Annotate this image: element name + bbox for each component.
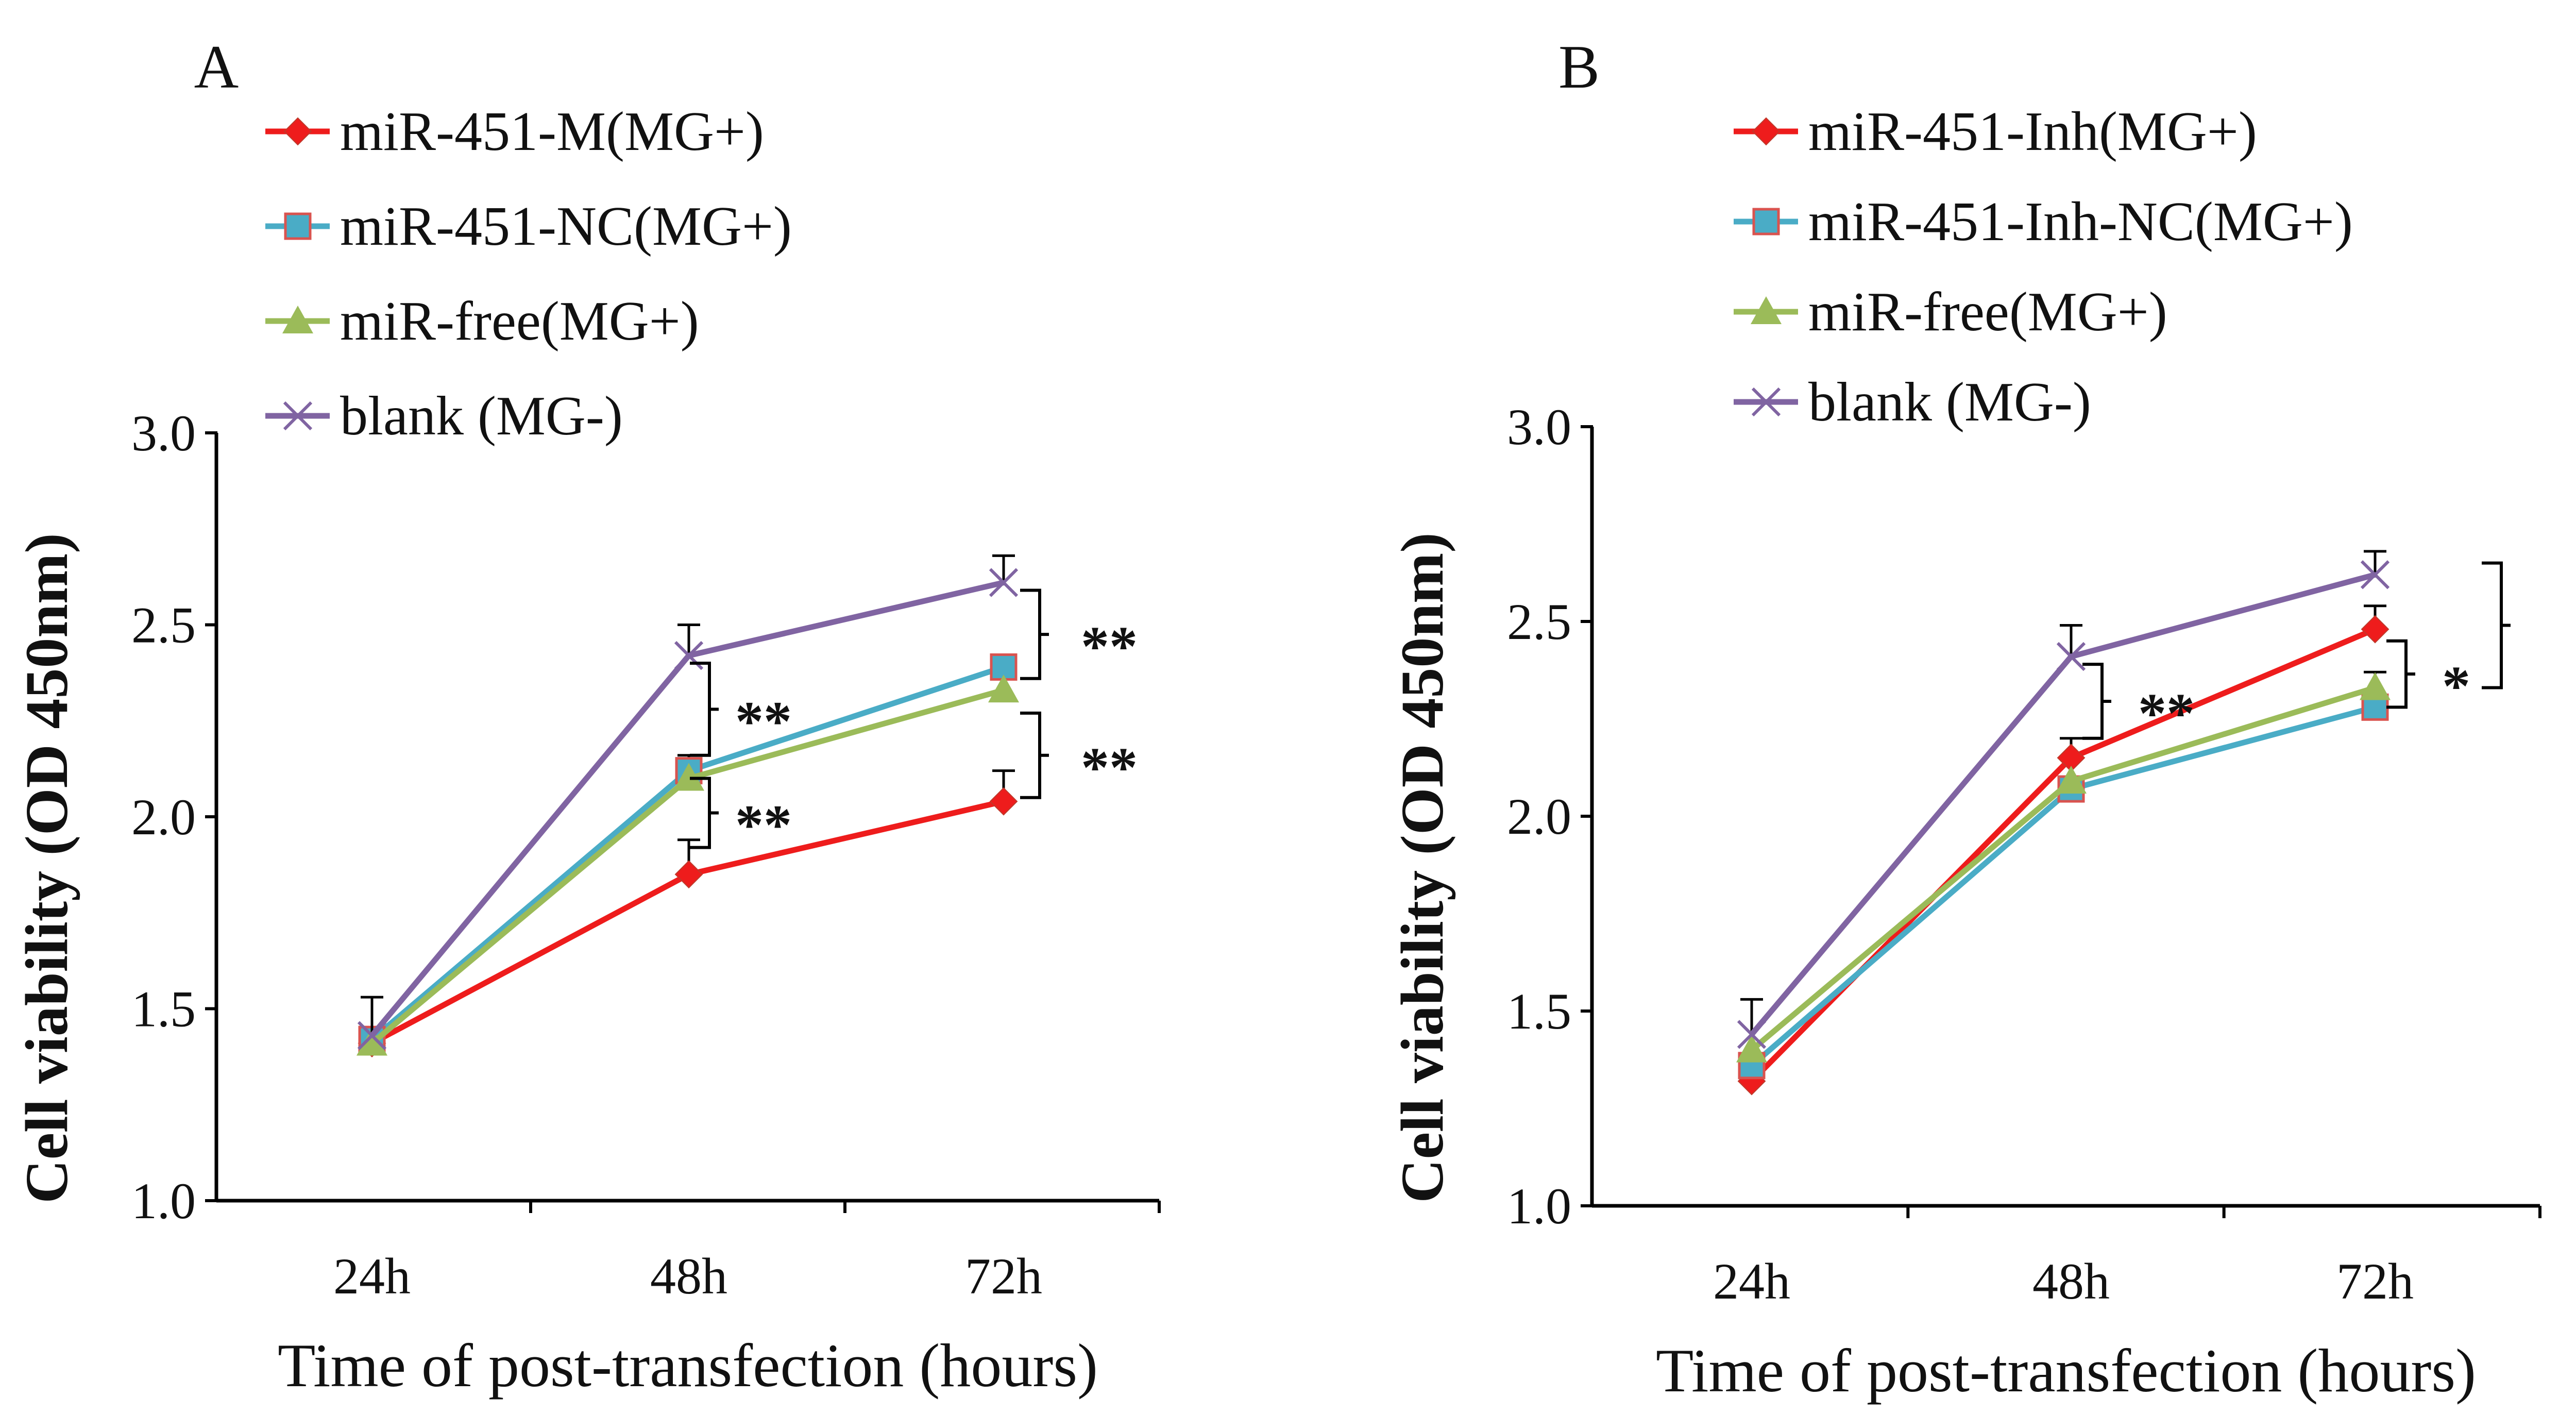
y-tick-label: 2.5 bbox=[1507, 593, 1571, 650]
data-point bbox=[673, 763, 704, 791]
x-tick-label: 24h bbox=[333, 1248, 411, 1305]
legend-label: miR-451-Inh(MG+) bbox=[1808, 101, 2257, 162]
significance-label: ** bbox=[1081, 615, 1138, 678]
data-point bbox=[674, 860, 703, 889]
panel-label: A bbox=[194, 32, 239, 101]
legend-marker bbox=[282, 306, 313, 333]
legend-entry: miR-451-NC(MG+) bbox=[265, 196, 792, 257]
y-tick-label: 3.0 bbox=[1507, 398, 1571, 456]
legend-label: miR-451-NC(MG+) bbox=[340, 196, 792, 257]
legend-marker bbox=[1751, 387, 1781, 417]
y-tick-label: 1.5 bbox=[131, 981, 196, 1038]
significance-bracket bbox=[2482, 561, 2511, 689]
series-0 bbox=[358, 769, 1018, 1057]
legend-label: miR-free(MG+) bbox=[340, 291, 699, 352]
legend-marker bbox=[1751, 296, 1782, 324]
data-point bbox=[2056, 642, 2086, 671]
legend-entry: miR-451-Inh-NC(MG+) bbox=[1734, 191, 2353, 252]
data-point bbox=[988, 675, 1019, 703]
significance-label: * bbox=[2442, 654, 2470, 717]
data-point bbox=[357, 1021, 387, 1050]
legend-entry: miR-451-Inh(MG+) bbox=[1734, 101, 2257, 162]
y-tick-label: 2.0 bbox=[131, 788, 196, 846]
legend-entry: blank (MG-) bbox=[265, 385, 623, 447]
y-tick-label: 2.5 bbox=[131, 597, 196, 654]
series-2 bbox=[357, 675, 1019, 1056]
y-tick-label: 3.0 bbox=[131, 405, 196, 462]
series-line bbox=[1750, 685, 2376, 1052]
data-point bbox=[1737, 1020, 1767, 1049]
y-axis-title: Cell viability (OD 450nm) bbox=[13, 533, 80, 1203]
significance-bracket bbox=[690, 777, 719, 849]
significance-label: ** bbox=[735, 689, 792, 752]
y-tick-label: 1.0 bbox=[131, 1172, 196, 1230]
series-line bbox=[1749, 571, 2376, 1036]
legend-marker bbox=[284, 212, 312, 240]
data-point bbox=[2056, 765, 2087, 794]
legend-marker bbox=[1752, 117, 1781, 146]
legend-marker bbox=[283, 401, 313, 431]
y-tick-label: 1.5 bbox=[1507, 983, 1571, 1040]
legend-label: blank (MG-) bbox=[340, 385, 623, 447]
x-tick-label: 72h bbox=[965, 1248, 1042, 1305]
series-3 bbox=[1737, 550, 2390, 1049]
x-tick-label: 72h bbox=[2336, 1253, 2414, 1310]
significance-bracket bbox=[1020, 588, 1049, 680]
legend-marker bbox=[1752, 208, 1780, 235]
x-tick-label: 24h bbox=[1713, 1253, 1790, 1310]
data-point bbox=[989, 568, 1019, 597]
significance-label: ** bbox=[735, 794, 792, 856]
y-axis-title: Cell viability (OD 450nm) bbox=[1388, 532, 1456, 1203]
panel-label: B bbox=[1558, 32, 1600, 101]
x-axis-title: Time of post-transfection (hours) bbox=[278, 1331, 1098, 1400]
data-point bbox=[989, 787, 1018, 816]
x-tick-label: 48h bbox=[650, 1248, 727, 1305]
legend-marker bbox=[283, 117, 312, 146]
data-point bbox=[2361, 615, 2389, 644]
significance-bracket bbox=[2386, 639, 2415, 709]
x-tick-label: 48h bbox=[2032, 1253, 2110, 1310]
legend-label: miR-free(MG+) bbox=[1808, 281, 2167, 343]
significance-label: ** bbox=[1081, 736, 1138, 799]
data-point bbox=[357, 1028, 387, 1056]
legend-entry: blank (MG-) bbox=[1734, 372, 2091, 433]
series-0 bbox=[1737, 604, 2389, 1096]
significance-bracket bbox=[2082, 663, 2111, 740]
x-axis-title: Time of post-transfection (hours) bbox=[1656, 1336, 2476, 1405]
data-point bbox=[2360, 672, 2391, 700]
legend-entry: miR-free(MG+) bbox=[265, 291, 699, 352]
series-line bbox=[1750, 627, 2377, 1083]
legend-entry: miR-451-M(MG+) bbox=[265, 101, 764, 162]
legend-label: blank (MG-) bbox=[1808, 372, 2091, 433]
data-point bbox=[2360, 560, 2390, 590]
y-tick-label: 2.0 bbox=[1507, 788, 1571, 845]
series-3 bbox=[357, 554, 1019, 1050]
legend-entry: miR-free(MG+) bbox=[1734, 281, 2167, 343]
series-2 bbox=[1736, 670, 2391, 1063]
significance-label: ** bbox=[2138, 682, 2195, 745]
legend-label: miR-451-M(MG+) bbox=[340, 101, 764, 162]
legend-label: miR-451-Inh-NC(MG+) bbox=[1808, 191, 2353, 252]
y-tick-label: 1.0 bbox=[1507, 1177, 1571, 1235]
significance-bracket bbox=[690, 662, 719, 757]
significance-bracket bbox=[1020, 711, 1049, 799]
data-point bbox=[1736, 1034, 1767, 1063]
